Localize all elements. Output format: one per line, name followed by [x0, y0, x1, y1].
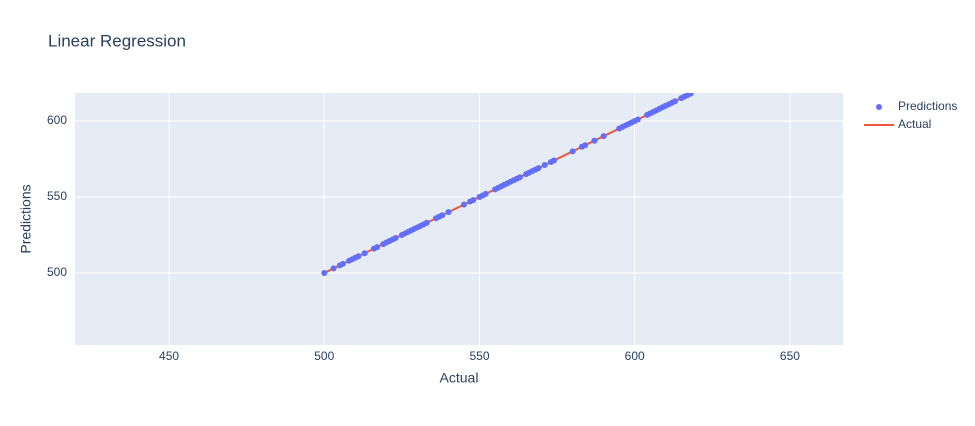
point: [569, 148, 576, 155]
point: [550, 157, 557, 164]
point: [392, 234, 399, 241]
point: [330, 265, 337, 272]
point: [439, 212, 446, 219]
point: [687, 93, 694, 97]
point: [470, 197, 477, 204]
point: [423, 219, 430, 226]
point: [374, 244, 381, 251]
point: [516, 174, 523, 181]
x-tick-label: 600: [625, 349, 645, 363]
y-tick-label: 500: [47, 265, 67, 279]
y-tick-label: 550: [47, 189, 67, 203]
point: [339, 260, 346, 267]
plot-area: [75, 93, 843, 345]
point: [582, 142, 589, 149]
point: [541, 162, 548, 169]
point: [361, 250, 368, 257]
x-axis-title: Actual: [440, 370, 479, 386]
point: [321, 269, 328, 276]
legend-label: Actual: [898, 117, 931, 131]
point: [445, 209, 452, 216]
point: [591, 137, 598, 144]
x-tick-label: 500: [314, 349, 334, 363]
grid: [75, 93, 843, 345]
y-tick-label: 600: [47, 113, 67, 127]
point: [634, 116, 641, 123]
point: [482, 190, 489, 197]
legend: Predictions Actual: [864, 99, 957, 131]
x-tick-label: 650: [780, 349, 800, 363]
marks: [321, 93, 695, 276]
point: [600, 133, 607, 140]
legend-label: Predictions: [898, 99, 957, 113]
legend-marker: [876, 104, 882, 110]
point: [535, 165, 542, 172]
x-tick-label: 550: [469, 349, 489, 363]
point: [672, 98, 679, 105]
point: [460, 201, 467, 208]
y-axis-title: Predictions: [18, 184, 34, 253]
chart-title: Linear Regression: [48, 31, 186, 50]
point: [355, 253, 362, 260]
x-tick-label: 450: [159, 349, 179, 363]
